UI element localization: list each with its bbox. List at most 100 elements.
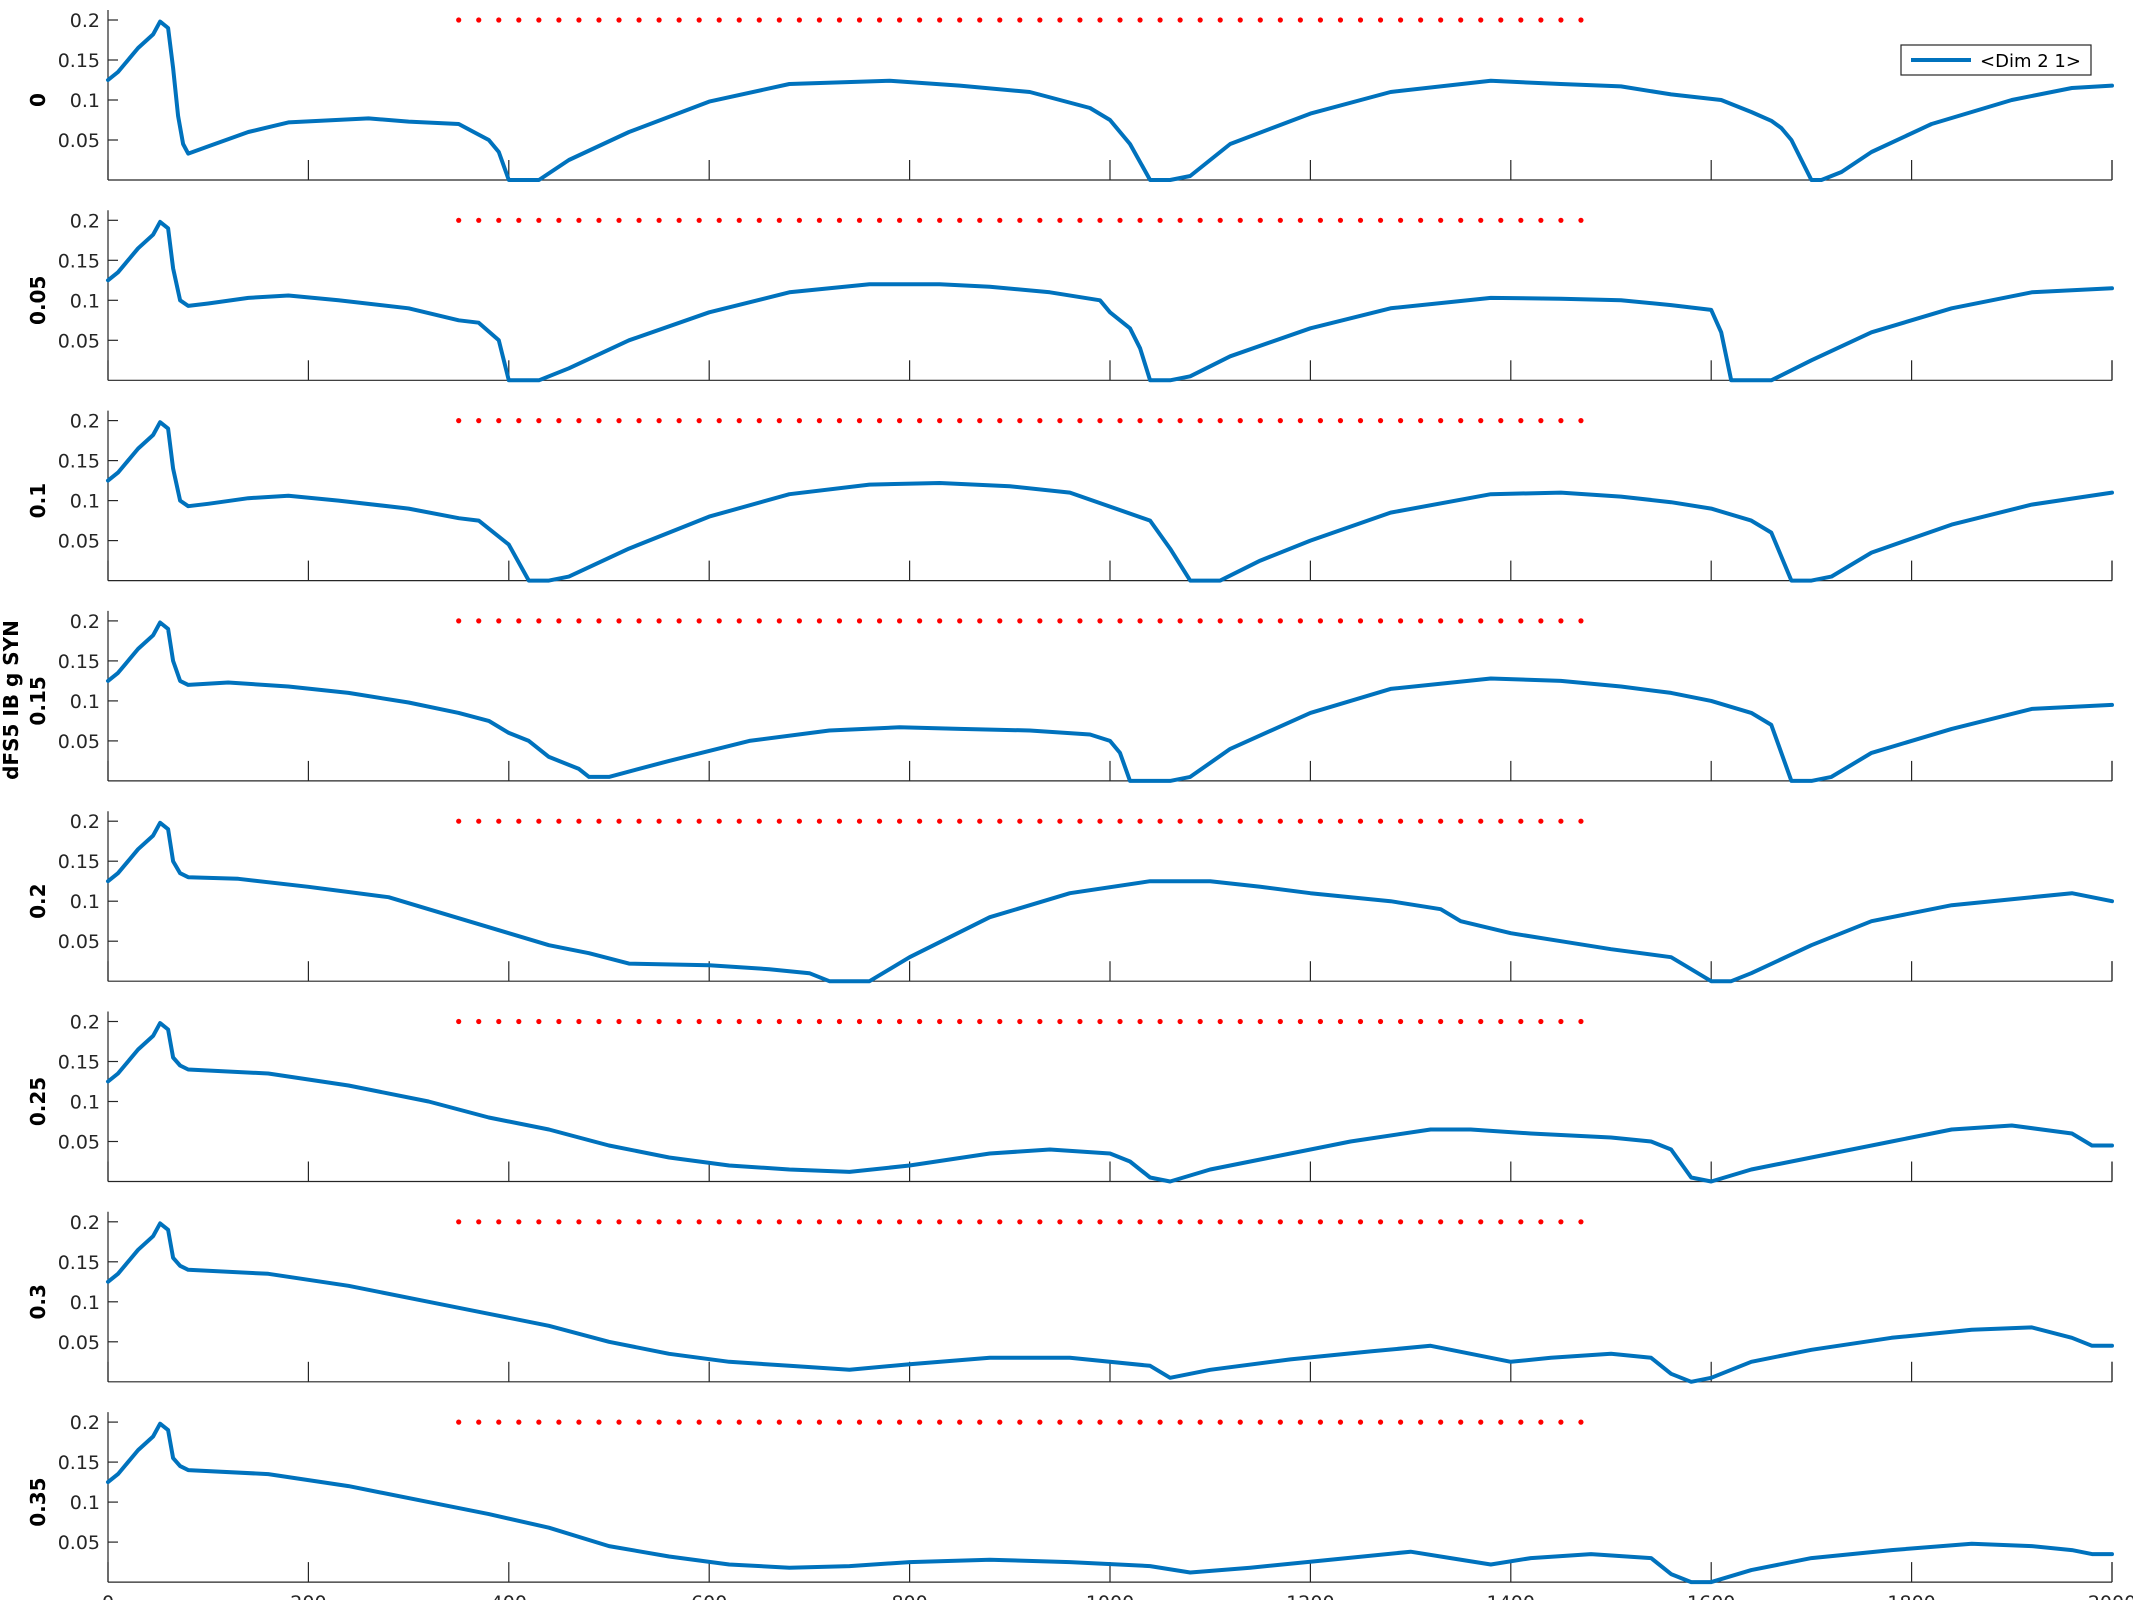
- panel-1-marker-32: [1097, 217, 1103, 223]
- panel-5-marker-28: [1017, 1018, 1023, 1025]
- panel-2-marker-19: [836, 418, 843, 424]
- panel-3-marker-39: [1237, 618, 1243, 624]
- panel-3-marker-5: [556, 618, 562, 624]
- panel-7-marker-28: [1017, 1419, 1023, 1425]
- panel-3: 0.15 0.05 0.1 0.15 0.2: [26, 610, 2114, 783]
- panel-4-marker-27: [997, 818, 1003, 824]
- panel-6-marker-11: [676, 1219, 682, 1225]
- panel-0-marker-20: [856, 17, 863, 23]
- panel-1-marker-26: [977, 217, 983, 223]
- panel-3-y-tick-label-1: 0.1: [70, 691, 100, 713]
- panel-6-marker-16: [776, 1219, 782, 1225]
- panel-1-marker-29: [1037, 217, 1043, 223]
- panel-4-marker-7: [596, 818, 602, 824]
- panel-1-marker-54: [1538, 217, 1544, 223]
- panel-2-marker-35: [1157, 418, 1163, 424]
- panel-5-marker-29: [1037, 1018, 1043, 1025]
- panel-7-marker-38: [1217, 1419, 1223, 1425]
- panel-4-marker-37: [1197, 818, 1203, 824]
- panel-7-marker-27: [997, 1419, 1003, 1425]
- panel-2-marker-37: [1197, 418, 1203, 424]
- panel-1-marker-45: [1357, 217, 1364, 223]
- panel-3-marker-6: [576, 618, 582, 624]
- panel-4-marker-54: [1538, 818, 1544, 824]
- panel-0-marker-35: [1157, 17, 1163, 23]
- panel-0-marker-28: [1017, 17, 1023, 23]
- panel-6-marker-53: [1518, 1219, 1524, 1225]
- panel-4-marker-55: [1558, 818, 1564, 824]
- panel-5-marker-11: [676, 1018, 682, 1025]
- panel-5-marker-16: [776, 1018, 782, 1025]
- panel-7-marker-16: [776, 1419, 782, 1425]
- panel-2-marker-25: [957, 418, 963, 424]
- panel-4-marker-32: [1097, 818, 1103, 824]
- panel-6-marker-36: [1177, 1219, 1183, 1225]
- panel-5-y-tick-label-2: 0.15: [58, 1052, 100, 1074]
- panel-1-marker-8: [616, 217, 622, 223]
- panel-6-marker-18: [816, 1219, 823, 1225]
- panel-2-marker-4: [536, 418, 542, 424]
- panel-3-marker-21: [876, 618, 883, 624]
- panel-5-marker-5: [556, 1018, 562, 1025]
- panel-5-marker-9: [636, 1018, 642, 1025]
- panel-4-marker-11: [676, 818, 682, 824]
- panel-6-marker-2: [496, 1219, 502, 1225]
- panel-3-series-line: [106, 620, 2114, 783]
- panel-5-marker-30: [1057, 1018, 1063, 1025]
- panel-6-marker-20: [856, 1219, 863, 1225]
- panel-2-marker-36: [1177, 418, 1183, 424]
- panel-5-marker-54: [1538, 1018, 1544, 1025]
- panel-6-marker-10: [656, 1219, 662, 1225]
- panel-5-marker-2: [496, 1018, 502, 1025]
- panel-1-marker-20: [856, 217, 863, 223]
- panel-3-marker-16: [776, 618, 782, 624]
- panel-0-marker-49: [1438, 17, 1444, 23]
- panel-0-marker-45: [1357, 17, 1364, 23]
- panel-5-marker-14: [736, 1018, 742, 1025]
- panel-4-marker-19: [836, 818, 843, 824]
- panel-1-y-label: 0.05: [26, 276, 50, 325]
- x-tick-label-8: 1600: [1687, 1592, 1735, 1600]
- panel-7-marker-47: [1397, 1419, 1404, 1425]
- panel-0-marker-11: [676, 17, 682, 23]
- panel-2: 0.1 0.05 0.1 0.15 0.2: [26, 410, 2114, 583]
- panel-6-marker-27: [997, 1219, 1003, 1225]
- panel-7-marker-39: [1237, 1419, 1243, 1425]
- panel-3-marker-31: [1077, 618, 1083, 624]
- panel-2-marker-7: [596, 418, 602, 424]
- panel-2-marker-54: [1538, 418, 1544, 424]
- panel-2-marker-48: [1418, 418, 1424, 424]
- panel-2-marker-23: [917, 418, 923, 424]
- panel-1-marker-42: [1297, 217, 1303, 223]
- panel-5-y-tick-label-3: 0.2: [70, 1012, 100, 1034]
- panel-7-marker-7: [596, 1419, 602, 1425]
- panel-5: 0.25 0.05 0.1 0.15 0.2: [26, 1011, 2114, 1184]
- panel-6-marker-3: [516, 1219, 522, 1225]
- panel-5-marker-25: [957, 1018, 963, 1025]
- panel-4-marker-10: [656, 818, 662, 824]
- panel-7-marker-24: [937, 1419, 943, 1425]
- panel-2-marker-2: [496, 418, 502, 424]
- panel-4-marker-42: [1297, 818, 1303, 824]
- panel-0-marker-51: [1478, 17, 1484, 23]
- panel-7-y-tick-label-1: 0.1: [70, 1492, 100, 1514]
- panel-3-marker-37: [1197, 618, 1203, 624]
- panel-1-marker-48: [1418, 217, 1424, 223]
- panel-0-marker-2: [496, 17, 502, 23]
- panel-0-y-label: 0: [26, 93, 50, 107]
- panel-7-marker-54: [1538, 1419, 1544, 1425]
- panel-6-marker-31: [1077, 1219, 1083, 1225]
- panel-0-marker-53: [1518, 17, 1524, 23]
- panel-4-marker-5: [556, 818, 562, 824]
- panel-5-marker-42: [1297, 1018, 1303, 1025]
- panel-1-marker-56: [1578, 217, 1584, 223]
- panel-4-marker-47: [1397, 818, 1404, 824]
- x-tick-label-2: 400: [491, 1592, 527, 1600]
- panel-3-marker-12: [696, 618, 702, 624]
- panel-1-marker-39: [1237, 217, 1243, 223]
- panel-0-marker-18: [816, 17, 823, 23]
- panel-3-y-tick-label-2: 0.15: [58, 651, 100, 673]
- panel-7-marker-18: [816, 1419, 823, 1425]
- panel-7-marker-1: [476, 1419, 482, 1425]
- panel-1-marker-19: [836, 217, 843, 223]
